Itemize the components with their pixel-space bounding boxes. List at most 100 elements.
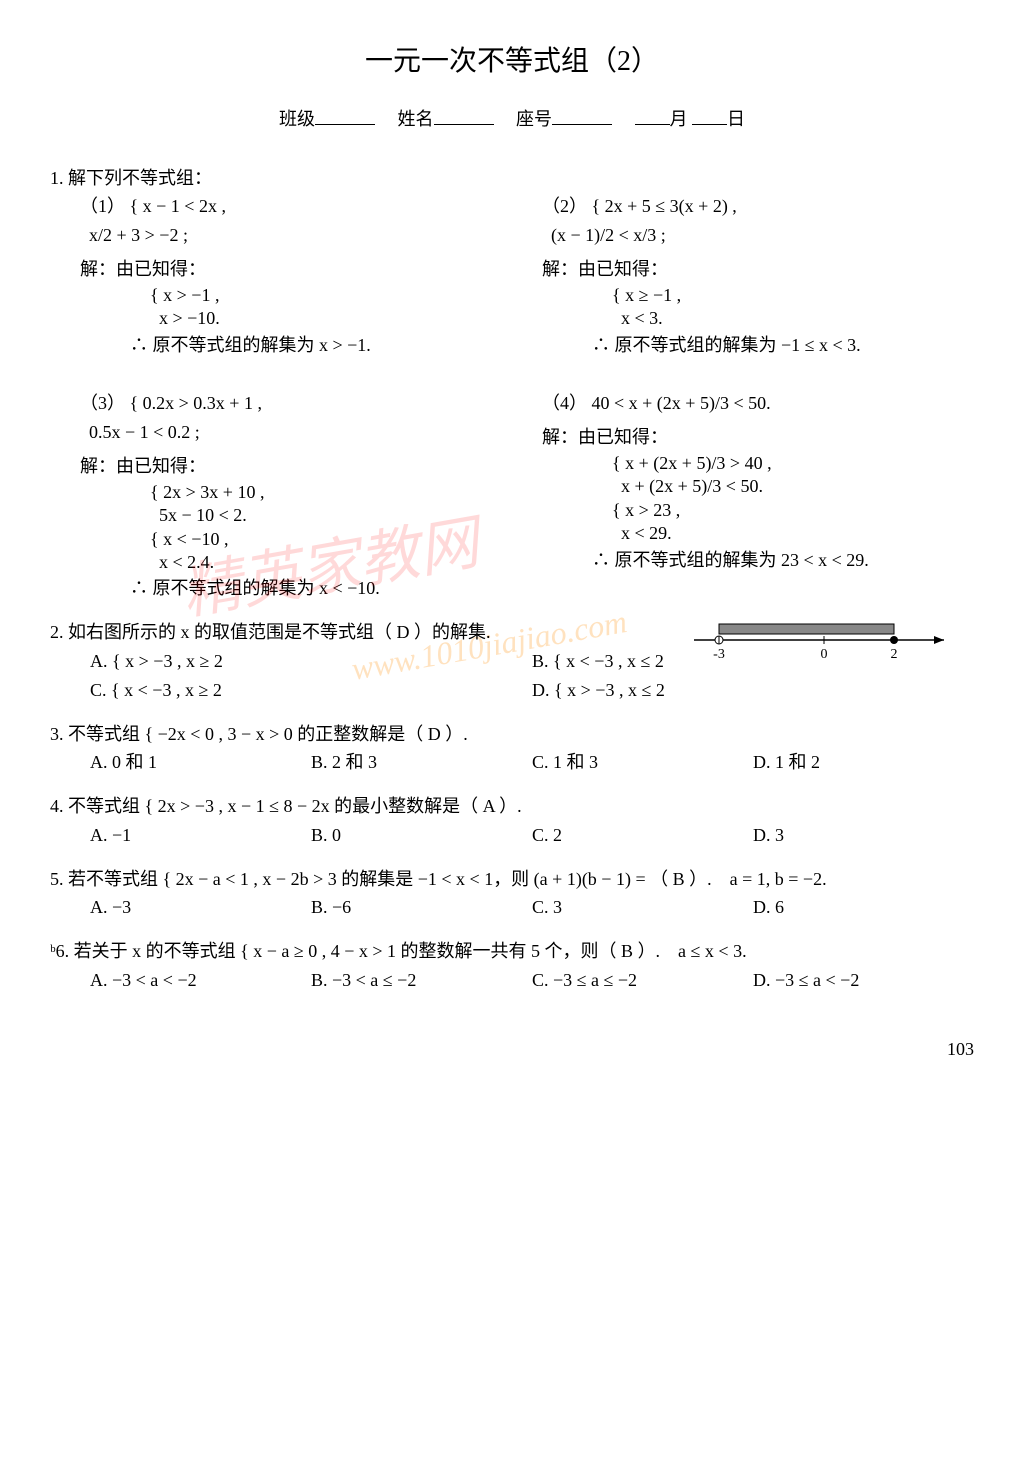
q1p3-s2: 5x − 10 < 2.	[159, 505, 247, 525]
q1p2-l2: (x − 1)/2 < x/3 ;	[551, 225, 666, 245]
header-fields: 班级 姓名 座号 月 日	[50, 105, 974, 134]
question-3: 3. 不等式组 { −2x < 0 , 3 − x > 0 的正整数解是（ D …	[50, 720, 974, 778]
page-title: 一元一次不等式组（2）	[50, 40, 974, 85]
q1p2-label: （2）	[542, 196, 587, 216]
q1p4-sol1: { x + (2x + 5)/3 > 40 , x + (2x + 5)/3 <…	[542, 452, 974, 499]
tick-label: -3	[713, 647, 725, 662]
q5-optB: B. −6	[311, 893, 532, 922]
q1p2-solhead: 解：由已知得：	[542, 255, 974, 284]
q1p4-s3: x > 23 ,	[625, 500, 680, 520]
q6-optD: D. −3 ≤ a < −2	[753, 966, 974, 995]
q1p3-sol2: { x < −10 , x < 2.4.	[80, 528, 512, 575]
q4-answer: A	[483, 796, 495, 816]
q5-optA: A. −3	[90, 893, 311, 922]
q1p3-s1: 2x > 3x + 10 ,	[163, 482, 264, 502]
q2-optD: D. { x > −3 , x ≤ 2	[532, 676, 974, 705]
shaded-region	[719, 624, 894, 634]
q1p4-s4: x < 29.	[621, 523, 672, 543]
question-6: ᵇ6. 若关于 x 的不等式组 { x − a ≥ 0 , 4 − x > 1 …	[50, 937, 974, 995]
class-label: 班级	[279, 109, 315, 129]
q1p3-l2: 0.5x − 1 < 0.2 ;	[89, 422, 200, 442]
q2-stem-b: ）的解集.	[414, 622, 491, 642]
q1p3-sol1: { 2x > 3x + 10 , 5x − 10 < 2.	[80, 481, 512, 528]
q4-optB: B. 0	[311, 821, 532, 850]
q6-stem: ᵇ6. 若关于 x 的不等式组 { x − a ≥ 0 , 4 − x > 1 …	[50, 937, 974, 966]
page-number: 103	[50, 1035, 974, 1064]
seat-label: 座号	[516, 109, 552, 129]
month-blank[interactable]	[635, 106, 670, 125]
question-2: 2. 如右图所示的 x 的取值范围是不等式组（ D ）的解集. -3 0 2 A…	[50, 618, 974, 704]
q1p1-solhead: 解：由已知得：	[80, 255, 512, 284]
q3-optD: D. 1 和 2	[753, 748, 974, 777]
q1p1-sol: { x > −1 , x > −10.	[80, 284, 512, 331]
day-label: 日	[727, 109, 745, 129]
q1p2-l1: 2x + 5 ≤ 3(x + 2) ,	[605, 196, 737, 216]
q1-stem: 1. 解下列不等式组：	[50, 164, 974, 193]
q3-optA: A. 0 和 1	[90, 748, 311, 777]
arrow-icon	[934, 636, 944, 644]
q2-answer: D	[397, 622, 410, 642]
q1p1-label: （1）	[80, 196, 125, 216]
q1p1-l1: x − 1 < 2x ,	[143, 196, 226, 216]
q1p3-solhead: 解：由已知得：	[80, 452, 512, 481]
q1p2-s2: x < 3.	[621, 308, 663, 328]
q6-optA: A. −3 < a < −2	[90, 966, 311, 995]
q4-optA: A. −1	[90, 821, 311, 850]
q1p1-conc: ∴ 原不等式组的解集为 x > −1.	[80, 331, 512, 360]
q5-answer: B	[673, 869, 685, 889]
q3-optB: B. 2 和 3	[311, 748, 532, 777]
q1p1-l2: x/2 + 3 > −2 ;	[89, 225, 188, 245]
q1-part2: （2） { 2x + 5 ≤ 3(x + 2) , (x − 1)/2 < x/…	[512, 192, 974, 359]
q4-optD: D. 3	[753, 821, 974, 850]
q1-part3: （3） { 0.2x > 0.3x + 1 , 0.5x − 1 < 0.2 ;…	[50, 389, 512, 603]
q1p1-s2: x > −10.	[159, 308, 220, 328]
month-label: 月	[670, 109, 688, 129]
class-blank[interactable]	[315, 106, 375, 125]
name-label: 姓名	[398, 109, 434, 129]
q6-optC: C. −3 ≤ a ≤ −2	[532, 966, 753, 995]
q3-stem-b: ）.	[445, 724, 468, 744]
q1p4-conc: ∴ 原不等式组的解集为 23 < x < 29.	[542, 546, 974, 575]
q4-optC: C. 2	[532, 821, 753, 850]
q6-stem-a: ᵇ6. 若关于 x 的不等式组 { x − a ≥ 0 , 4 − x > 1 …	[50, 941, 617, 961]
q1p3-s4: x < 2.4.	[159, 552, 214, 572]
number-line-diagram: -3 0 2	[694, 618, 954, 663]
question-1: 1. 解下列不等式组： （1） { x − 1 < 2x , x/2 + 3 >…	[50, 164, 974, 604]
q1p2-s1: x ≥ −1 ,	[625, 285, 681, 305]
tick-label: 0	[821, 647, 828, 662]
q3-stem: 3. 不等式组 { −2x < 0 , 3 − x > 0 的正整数解是（ D …	[50, 720, 974, 749]
day-blank[interactable]	[692, 106, 727, 125]
q1p1-s1: x > −1 ,	[163, 285, 219, 305]
q3-answer: D	[428, 724, 441, 744]
q6-answer: B	[621, 941, 633, 961]
q5-optD: D. 6	[753, 893, 974, 922]
q1-part1: （1） { x − 1 < 2x , x/2 + 3 > −2 ; 解：由已知得…	[50, 192, 512, 359]
q1p3-s3: x < −10 ,	[163, 529, 228, 549]
q1p4-s1: x + (2x + 5)/3 > 40 ,	[625, 453, 771, 473]
q1p4-s2: x + (2x + 5)/3 < 50.	[621, 476, 763, 496]
q1p3-l1: 0.2x > 0.3x + 1 ,	[143, 393, 262, 413]
seat-blank[interactable]	[552, 106, 612, 125]
q2-optA: A. { x > −3 , x ≥ 2	[90, 647, 532, 676]
q5-stem-b: ）. a = 1, b = −2.	[689, 869, 826, 889]
q2-stem-a: 2. 如右图所示的 x 的取值范围是不等式组（	[50, 622, 392, 642]
tick-label: 2	[891, 647, 898, 662]
q5-stem: 5. 若不等式组 { 2x − a < 1 , x − 2b > 3 的解集是 …	[50, 865, 974, 894]
name-blank[interactable]	[434, 106, 494, 125]
q4-stem: 4. 不等式组 { 2x > −3 , x − 1 ≤ 8 − 2x 的最小整数…	[50, 792, 974, 821]
q1p4-label: （4）	[542, 393, 587, 413]
q2-optC: C. { x < −3 , x ≥ 2	[90, 676, 532, 705]
q5-optC: C. 3	[532, 893, 753, 922]
q1p2-conc: ∴ 原不等式组的解集为 −1 ≤ x < 3.	[542, 331, 974, 360]
q5-stem-a: 5. 若不等式组 { 2x − a < 1 , x − 2b > 3 的解集是 …	[50, 869, 668, 889]
q1p3-label: （3）	[80, 393, 125, 413]
q1p4-stem: 40 < x + (2x + 5)/3 < 50.	[592, 393, 771, 413]
q6-optB: B. −3 < a ≤ −2	[311, 966, 532, 995]
q6-stem-b: ）. a ≤ x < 3.	[638, 941, 747, 961]
q3-stem-a: 3. 不等式组 { −2x < 0 , 3 − x > 0 的正整数解是（	[50, 724, 423, 744]
question-5: 5. 若不等式组 { 2x − a < 1 , x − 2b > 3 的解集是 …	[50, 865, 974, 923]
q4-stem-b: ）.	[499, 796, 522, 816]
q1p3-conc: ∴ 原不等式组的解集为 x < −10.	[80, 574, 512, 603]
q1p4-solhead: 解：由已知得：	[542, 423, 974, 452]
q4-stem-a: 4. 不等式组 { 2x > −3 , x − 1 ≤ 8 − 2x 的最小整数…	[50, 796, 478, 816]
